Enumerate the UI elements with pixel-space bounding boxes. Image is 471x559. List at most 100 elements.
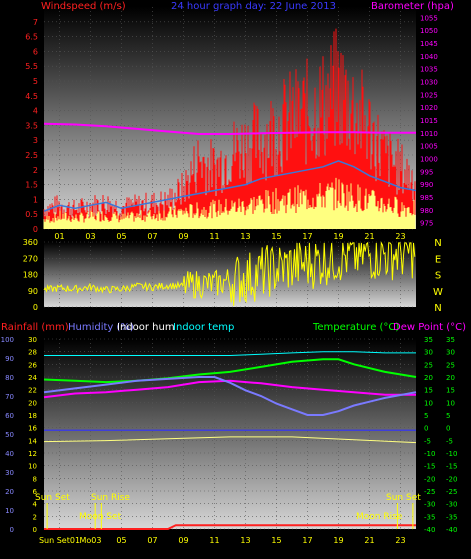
temp-x-tick: 19 (333, 536, 343, 545)
temp-y-tick-inner: -20 (424, 475, 435, 483)
baro-y-tick: 1025 (420, 91, 438, 99)
temp-y-tick-outer: 0 (446, 425, 450, 433)
temp-y-tick-outer: -35 (446, 513, 457, 521)
wind-y-tick: 6.5 (25, 33, 38, 42)
baro-y-tick: 1055 (420, 14, 438, 22)
baro-y-tick: 1050 (420, 27, 438, 35)
temp-y-tick-inner: -15 (424, 463, 435, 471)
wind-x-tick: 21 (364, 232, 374, 241)
moon-set-label: Moon Set (79, 512, 122, 522)
temp-y-tick-outer: -15 (446, 463, 457, 471)
temp-y-tick-outer: 35 (446, 336, 455, 344)
temp-y-tick-outer: 5 (446, 412, 450, 420)
dir-y-tick: 180 (23, 271, 38, 280)
compass-label: E (435, 254, 441, 265)
temp-y-tick-outer: -10 (446, 450, 457, 458)
rain-axis-label: Rainfall (mm) (1, 322, 69, 333)
temp-y-tick-inner: 35 (424, 336, 433, 344)
rain-y-tick: 8 (33, 475, 37, 483)
temp-y-tick-outer: -5 (446, 437, 453, 445)
rain-y-tick: 22 (28, 387, 37, 395)
temp-x-tick: Sun Set01 (39, 536, 80, 545)
wind-y-tick: 2.5 (25, 151, 38, 160)
wind-y-tick: 0 (33, 225, 38, 234)
wind-x-tick: 01 (54, 232, 64, 241)
temp-x-tick: 07 (147, 536, 157, 545)
dewpoint-axis-label: Dew Point (°C) (393, 322, 466, 333)
temp-y-tick-outer: 10 (446, 399, 455, 407)
rain-y-tick: 24 (28, 374, 37, 382)
temp-y-tick-outer: 20 (446, 374, 455, 382)
rain-y-tick: 6 (33, 488, 38, 496)
wind-axis-label: Windspeed (m/s) (41, 1, 126, 12)
temp-y-tick-inner: 0 (424, 425, 428, 433)
baro-y-tick: 1005 (420, 143, 438, 151)
compass-label: S (435, 271, 441, 282)
wind-y-tick: 1.5 (25, 181, 38, 190)
pressure-trend-line (43, 436, 417, 444)
baro-axis-label: Barometer (hpa) (371, 1, 454, 12)
humidity-y-tick: 100 (1, 336, 14, 344)
temp-y-tick-inner: -5 (424, 437, 431, 445)
compass-label: N (434, 303, 441, 314)
humidity-y-tick: 90 (5, 355, 14, 363)
rain-y-tick: 20 (28, 399, 37, 407)
wind-y-tick: 7 (33, 18, 38, 27)
temp-y-tick-inner: -10 (424, 450, 435, 458)
baro-y-tick: 1040 (420, 53, 438, 61)
compass-label: N (434, 238, 441, 249)
rainfall-line (44, 524, 416, 530)
wind-x-tick: 07 (147, 232, 157, 241)
temp-x-tick: 09 (178, 536, 188, 545)
wind-y-tick: 2 (33, 166, 38, 175)
humidity-y-tick: 20 (5, 488, 14, 496)
wind-y-tick: 3.5 (25, 121, 38, 130)
baro-y-tick: 1000 (420, 155, 438, 163)
wind-y-tick: 6 (33, 47, 38, 56)
temp-y-tick-inner: 30 (424, 349, 433, 357)
temp-x-tick: 23 (395, 536, 405, 545)
humidity-y-tick: 30 (5, 469, 14, 477)
indoor-hum-label: Indoor hum (117, 322, 175, 333)
compass-label: W (433, 287, 443, 298)
moon-rise-label: Moon Rise (356, 512, 403, 522)
temp-y-tick-inner: -35 (424, 513, 435, 521)
baro-y-tick: 1045 (420, 40, 438, 48)
indoor-temp-line (44, 351, 416, 356)
wind-x-tick: 17 (302, 232, 312, 241)
baro-y-tick: 980 (420, 207, 433, 215)
humidity-line (43, 376, 417, 416)
temp-y-tick-outer: -25 (446, 488, 457, 496)
rain-y-tick: 4 (33, 501, 38, 509)
rain-y-tick: 26 (28, 361, 37, 369)
rain-y-tick: 12 (28, 450, 37, 458)
sun-set-label-left: Sun Set (35, 493, 70, 503)
humidity-y-tick: 50 (5, 431, 14, 439)
wind-x-tick: 03 (85, 232, 95, 241)
dir-y-tick: 0 (33, 303, 38, 312)
temp-y-tick-inner: -40 (424, 526, 435, 534)
temp-y-tick-inner: -25 (424, 488, 435, 496)
wind-x-tick: 13 (240, 232, 250, 241)
chart-title: 24 hour graph day: 22 June 2013 (171, 1, 336, 12)
temp-y-tick-inner: 15 (424, 387, 433, 395)
temperature-line (43, 358, 417, 384)
temp-y-tick-outer: -40 (446, 526, 457, 534)
temp-y-tick-outer: 30 (446, 349, 455, 357)
dir-y-tick: 90 (28, 287, 38, 296)
wind-x-tick: 23 (395, 232, 405, 241)
wind-y-tick: 0.5 (25, 210, 38, 219)
indoor-temp-label: Indoor temp (173, 322, 234, 333)
wind-x-tick: 05 (116, 232, 126, 241)
wind-y-tick: 4.5 (25, 92, 38, 101)
humidity-y-tick: 0 (10, 526, 14, 534)
rain-y-tick: 2 (33, 513, 37, 521)
temp-y-tick-inner: 5 (424, 412, 428, 420)
humidity-y-tick: 40 (5, 450, 14, 458)
humidity-y-tick: 80 (5, 374, 14, 382)
wind-x-tick: 09 (178, 232, 188, 241)
rain-y-tick: 30 (28, 336, 37, 344)
temp-x-tick: Mo03 (80, 536, 102, 545)
